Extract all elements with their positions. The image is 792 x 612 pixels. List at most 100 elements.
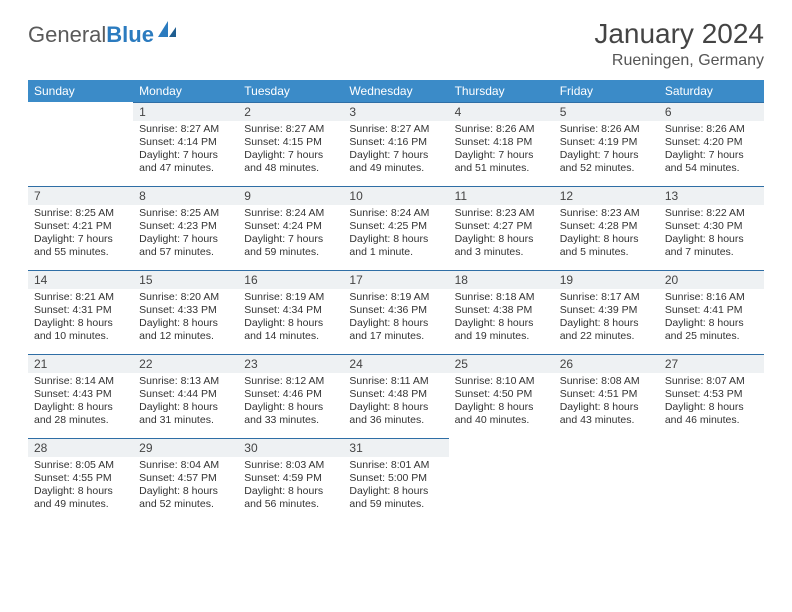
- day-number: 9: [238, 186, 343, 205]
- sunset-line: Sunset: 4:33 PM: [139, 304, 232, 317]
- sunset-line: Sunset: 4:21 PM: [34, 220, 127, 233]
- logo-word-blue: Blue: [106, 22, 154, 47]
- sunrise-line: Sunrise: 8:26 AM: [560, 123, 653, 136]
- calendar-cell: 6Sunrise: 8:26 AMSunset: 4:20 PMDaylight…: [659, 102, 764, 186]
- day-number: 17: [343, 270, 448, 289]
- sunset-line: Sunset: 4:41 PM: [665, 304, 758, 317]
- calendar-cell: 23Sunrise: 8:12 AMSunset: 4:46 PMDayligh…: [238, 354, 343, 438]
- calendar-cell: 9Sunrise: 8:24 AMSunset: 4:24 PMDaylight…: [238, 186, 343, 270]
- weekday-header: Monday: [133, 80, 238, 102]
- sunrise-line: Sunrise: 8:26 AM: [455, 123, 548, 136]
- sunrise-line: Sunrise: 8:05 AM: [34, 459, 127, 472]
- sunset-line: Sunset: 4:20 PM: [665, 136, 758, 149]
- sunrise-line: Sunrise: 8:22 AM: [665, 207, 758, 220]
- daylight-line: Daylight: 7 hours and 55 minutes.: [34, 233, 127, 259]
- day-details: Sunrise: 8:10 AMSunset: 4:50 PMDaylight:…: [449, 373, 554, 434]
- calendar-cell: 31Sunrise: 8:01 AMSunset: 5:00 PMDayligh…: [343, 438, 448, 522]
- calendar-cell: [554, 438, 659, 522]
- sunset-line: Sunset: 4:14 PM: [139, 136, 232, 149]
- daylight-line: Daylight: 7 hours and 51 minutes.: [455, 149, 548, 175]
- sunset-line: Sunset: 4:43 PM: [34, 388, 127, 401]
- day-number: 22: [133, 354, 238, 373]
- calendar-cell: 25Sunrise: 8:10 AMSunset: 4:50 PMDayligh…: [449, 354, 554, 438]
- day-number: 16: [238, 270, 343, 289]
- day-details: Sunrise: 8:27 AMSunset: 4:14 PMDaylight:…: [133, 121, 238, 182]
- day-details: Sunrise: 8:21 AMSunset: 4:31 PMDaylight:…: [28, 289, 133, 350]
- calendar-cell: 26Sunrise: 8:08 AMSunset: 4:51 PMDayligh…: [554, 354, 659, 438]
- day-details: Sunrise: 8:19 AMSunset: 4:34 PMDaylight:…: [238, 289, 343, 350]
- sunset-line: Sunset: 4:46 PM: [244, 388, 337, 401]
- day-details: Sunrise: 8:25 AMSunset: 4:23 PMDaylight:…: [133, 205, 238, 266]
- daylight-line: Daylight: 7 hours and 48 minutes.: [244, 149, 337, 175]
- calendar-cell: 5 Sunrise: 8:26 AMSunset: 4:19 PMDaylight…: [554, 102, 659, 186]
- day-details: Sunrise: 8:27 AMSunset: 4:16 PMDaylight:…: [343, 121, 448, 182]
- sunset-line: Sunset: 4:18 PM: [455, 136, 548, 149]
- day-details: Sunrise: 8:22 AMSunset: 4:30 PMDaylight:…: [659, 205, 764, 266]
- sunset-line: Sunset: 4:23 PM: [139, 220, 232, 233]
- sunrise-line: Sunrise: 8:27 AM: [349, 123, 442, 136]
- sunrise-line: Sunrise: 8:11 AM: [349, 375, 442, 388]
- daylight-line: Daylight: 8 hours and 3 minutes.: [455, 233, 548, 259]
- calendar-cell: 11Sunrise: 8:23 AMSunset: 4:27 PMDayligh…: [449, 186, 554, 270]
- calendar-cell: 3Sunrise: 8:27 AMSunset: 4:16 PMDaylight…: [343, 102, 448, 186]
- day-details: Sunrise: 8:18 AMSunset: 4:38 PMDaylight:…: [449, 289, 554, 350]
- day-number: 25: [449, 354, 554, 373]
- weekday-header: Wednesday: [343, 80, 448, 102]
- calendar-cell: 1Sunrise: 8:27 AMSunset: 4:14 PMDaylight…: [133, 102, 238, 186]
- day-number: 18: [449, 270, 554, 289]
- daylight-line: Daylight: 8 hours and 36 minutes.: [349, 401, 442, 427]
- calendar-cell: 8Sunrise: 8:25 AMSunset: 4:23 PMDaylight…: [133, 186, 238, 270]
- day-number: 6: [659, 102, 764, 121]
- logo-sail-icon: [156, 19, 178, 44]
- day-details: Sunrise: 8:24 AMSunset: 4:24 PMDaylight:…: [238, 205, 343, 266]
- day-number: 26: [554, 354, 659, 373]
- calendar-cell: 20Sunrise: 8:16 AMSunset: 4:41 PMDayligh…: [659, 270, 764, 354]
- day-number: 2: [238, 102, 343, 121]
- calendar-cell: [28, 102, 133, 186]
- daylight-line: Daylight: 8 hours and 56 minutes.: [244, 485, 337, 511]
- day-number: 1: [133, 102, 238, 121]
- calendar-cell: [449, 438, 554, 522]
- sunrise-line: Sunrise: 8:25 AM: [34, 207, 127, 220]
- day-number: 27: [659, 354, 764, 373]
- sunset-line: Sunset: 4:30 PM: [665, 220, 758, 233]
- sunrise-line: Sunrise: 8:10 AM: [455, 375, 548, 388]
- calendar-cell: 10Sunrise: 8:24 AMSunset: 4:25 PMDayligh…: [343, 186, 448, 270]
- day-details: Sunrise: 8:03 AMSunset: 4:59 PMDaylight:…: [238, 457, 343, 518]
- day-number: 4: [449, 102, 554, 121]
- calendar-cell: [659, 438, 764, 522]
- daylight-line: Daylight: 7 hours and 52 minutes.: [560, 149, 653, 175]
- daylight-line: Daylight: 8 hours and 25 minutes.: [665, 317, 758, 343]
- calendar-cell: 2Sunrise: 8:27 AMSunset: 4:15 PMDaylight…: [238, 102, 343, 186]
- daylight-line: Daylight: 8 hours and 59 minutes.: [349, 485, 442, 511]
- daylight-line: Daylight: 8 hours and 28 minutes.: [34, 401, 127, 427]
- sunrise-line: Sunrise: 8:25 AM: [139, 207, 232, 220]
- day-number: 13: [659, 186, 764, 205]
- calendar-cell: 13Sunrise: 8:22 AMSunset: 4:30 PMDayligh…: [659, 186, 764, 270]
- day-details: Sunrise: 8:12 AMSunset: 4:46 PMDaylight:…: [238, 373, 343, 434]
- daylight-line: Daylight: 8 hours and 14 minutes.: [244, 317, 337, 343]
- sunset-line: Sunset: 4:19 PM: [560, 136, 653, 149]
- day-number: 8: [133, 186, 238, 205]
- sunrise-line: Sunrise: 8:01 AM: [349, 459, 442, 472]
- weekday-header: Sunday: [28, 80, 133, 102]
- day-details: Sunrise: 8:05 AMSunset: 4:55 PMDaylight:…: [28, 457, 133, 518]
- sunset-line: Sunset: 4:53 PM: [665, 388, 758, 401]
- day-number: 31: [343, 438, 448, 457]
- day-number: 23: [238, 354, 343, 373]
- day-details: Sunrise: 8:23 AMSunset: 4:27 PMDaylight:…: [449, 205, 554, 266]
- day-number: 5: [554, 102, 659, 121]
- sunrise-line: Sunrise: 8:23 AM: [455, 207, 548, 220]
- sunset-line: Sunset: 4:51 PM: [560, 388, 653, 401]
- day-details: Sunrise: 8:27 AMSunset: 4:15 PMDaylight:…: [238, 121, 343, 182]
- calendar-cell: 16Sunrise: 8:19 AMSunset: 4:34 PMDayligh…: [238, 270, 343, 354]
- calendar-cell: 24Sunrise: 8:11 AMSunset: 4:48 PMDayligh…: [343, 354, 448, 438]
- sunset-line: Sunset: 4:57 PM: [139, 472, 232, 485]
- day-number: 19: [554, 270, 659, 289]
- day-number: 28: [28, 438, 133, 457]
- day-number: 11: [449, 186, 554, 205]
- calendar-cell: 12Sunrise: 8:23 AMSunset: 4:28 PMDayligh…: [554, 186, 659, 270]
- sunset-line: Sunset: 4:39 PM: [560, 304, 653, 317]
- day-number: 14: [28, 270, 133, 289]
- sunrise-line: Sunrise: 8:20 AM: [139, 291, 232, 304]
